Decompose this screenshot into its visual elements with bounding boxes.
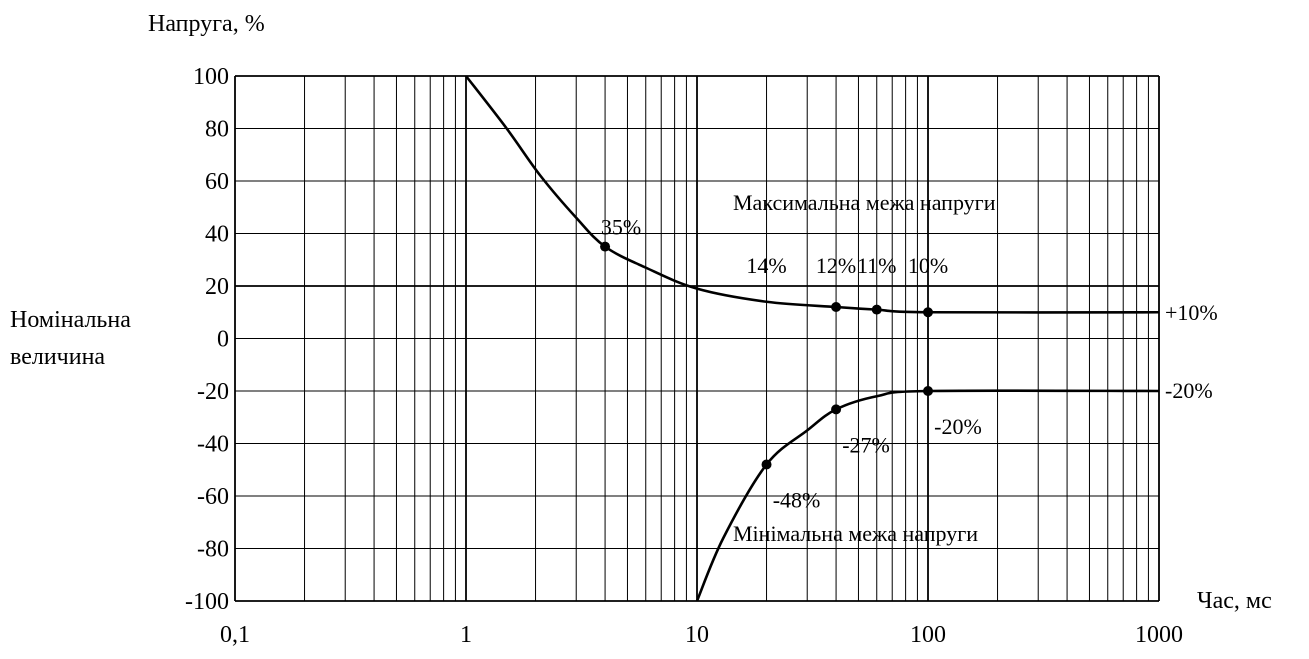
y-tick-label: 100 (193, 64, 229, 90)
y-tick-label: 0 (217, 327, 229, 353)
x-tick-label: 1 (460, 622, 472, 648)
lower-end-label: -20% (1165, 378, 1213, 403)
data-label: 10% (908, 253, 948, 278)
data-label: -20% (934, 414, 982, 439)
nominal-label-line2: величина (10, 344, 105, 370)
x-tick-label: 1000 (1135, 622, 1183, 648)
data-label: 11% (857, 253, 897, 278)
labels: 100 80 60 40 20 0 -20 -40 -60 -80 -100 0,1 1 10 100 100… (185, 64, 1183, 648)
y-tick-label: -40 (197, 432, 229, 458)
x-axis-title: Час, мс (1197, 588, 1272, 614)
upper-end-label: +10% (1165, 300, 1218, 325)
data-label: 12% (816, 253, 856, 278)
y-axis-title: Напруга, % (148, 11, 265, 37)
y-tick-label: -20 (197, 379, 229, 405)
data-point (831, 302, 842, 312)
data-point (600, 241, 611, 252)
data-label: -48% (773, 488, 821, 513)
data-point (923, 307, 933, 318)
data-point (871, 304, 882, 315)
x-tick-label: 10 (685, 622, 709, 648)
y-tick-label: -80 (197, 537, 229, 563)
data-label: 14% (746, 253, 786, 278)
y-tick-label: -60 (197, 484, 229, 510)
min-limit-label: Мінімальна межа напруги (733, 521, 978, 546)
max-limit-curve (464, 75, 1160, 314)
max-limit-label: Максимальна межа напруги (733, 190, 996, 215)
data-point (923, 386, 933, 396)
data-label: 35% (601, 215, 641, 240)
y-tick-label: 40 (205, 222, 229, 248)
y-tick-label: 80 (205, 117, 229, 143)
y-tick-label: 20 (205, 274, 229, 300)
data-point (761, 459, 772, 470)
y-tick-label: 60 (205, 169, 229, 195)
nominal-label-line1: Номінальна (10, 307, 131, 333)
x-tick-label: 100 (910, 622, 946, 648)
data-label: -27% (842, 432, 890, 457)
y-tick-label: -100 (185, 589, 229, 615)
grid (234, 75, 1160, 602)
x-tick-label: 0,1 (220, 622, 250, 648)
data-point (831, 404, 842, 415)
markers (600, 241, 933, 470)
